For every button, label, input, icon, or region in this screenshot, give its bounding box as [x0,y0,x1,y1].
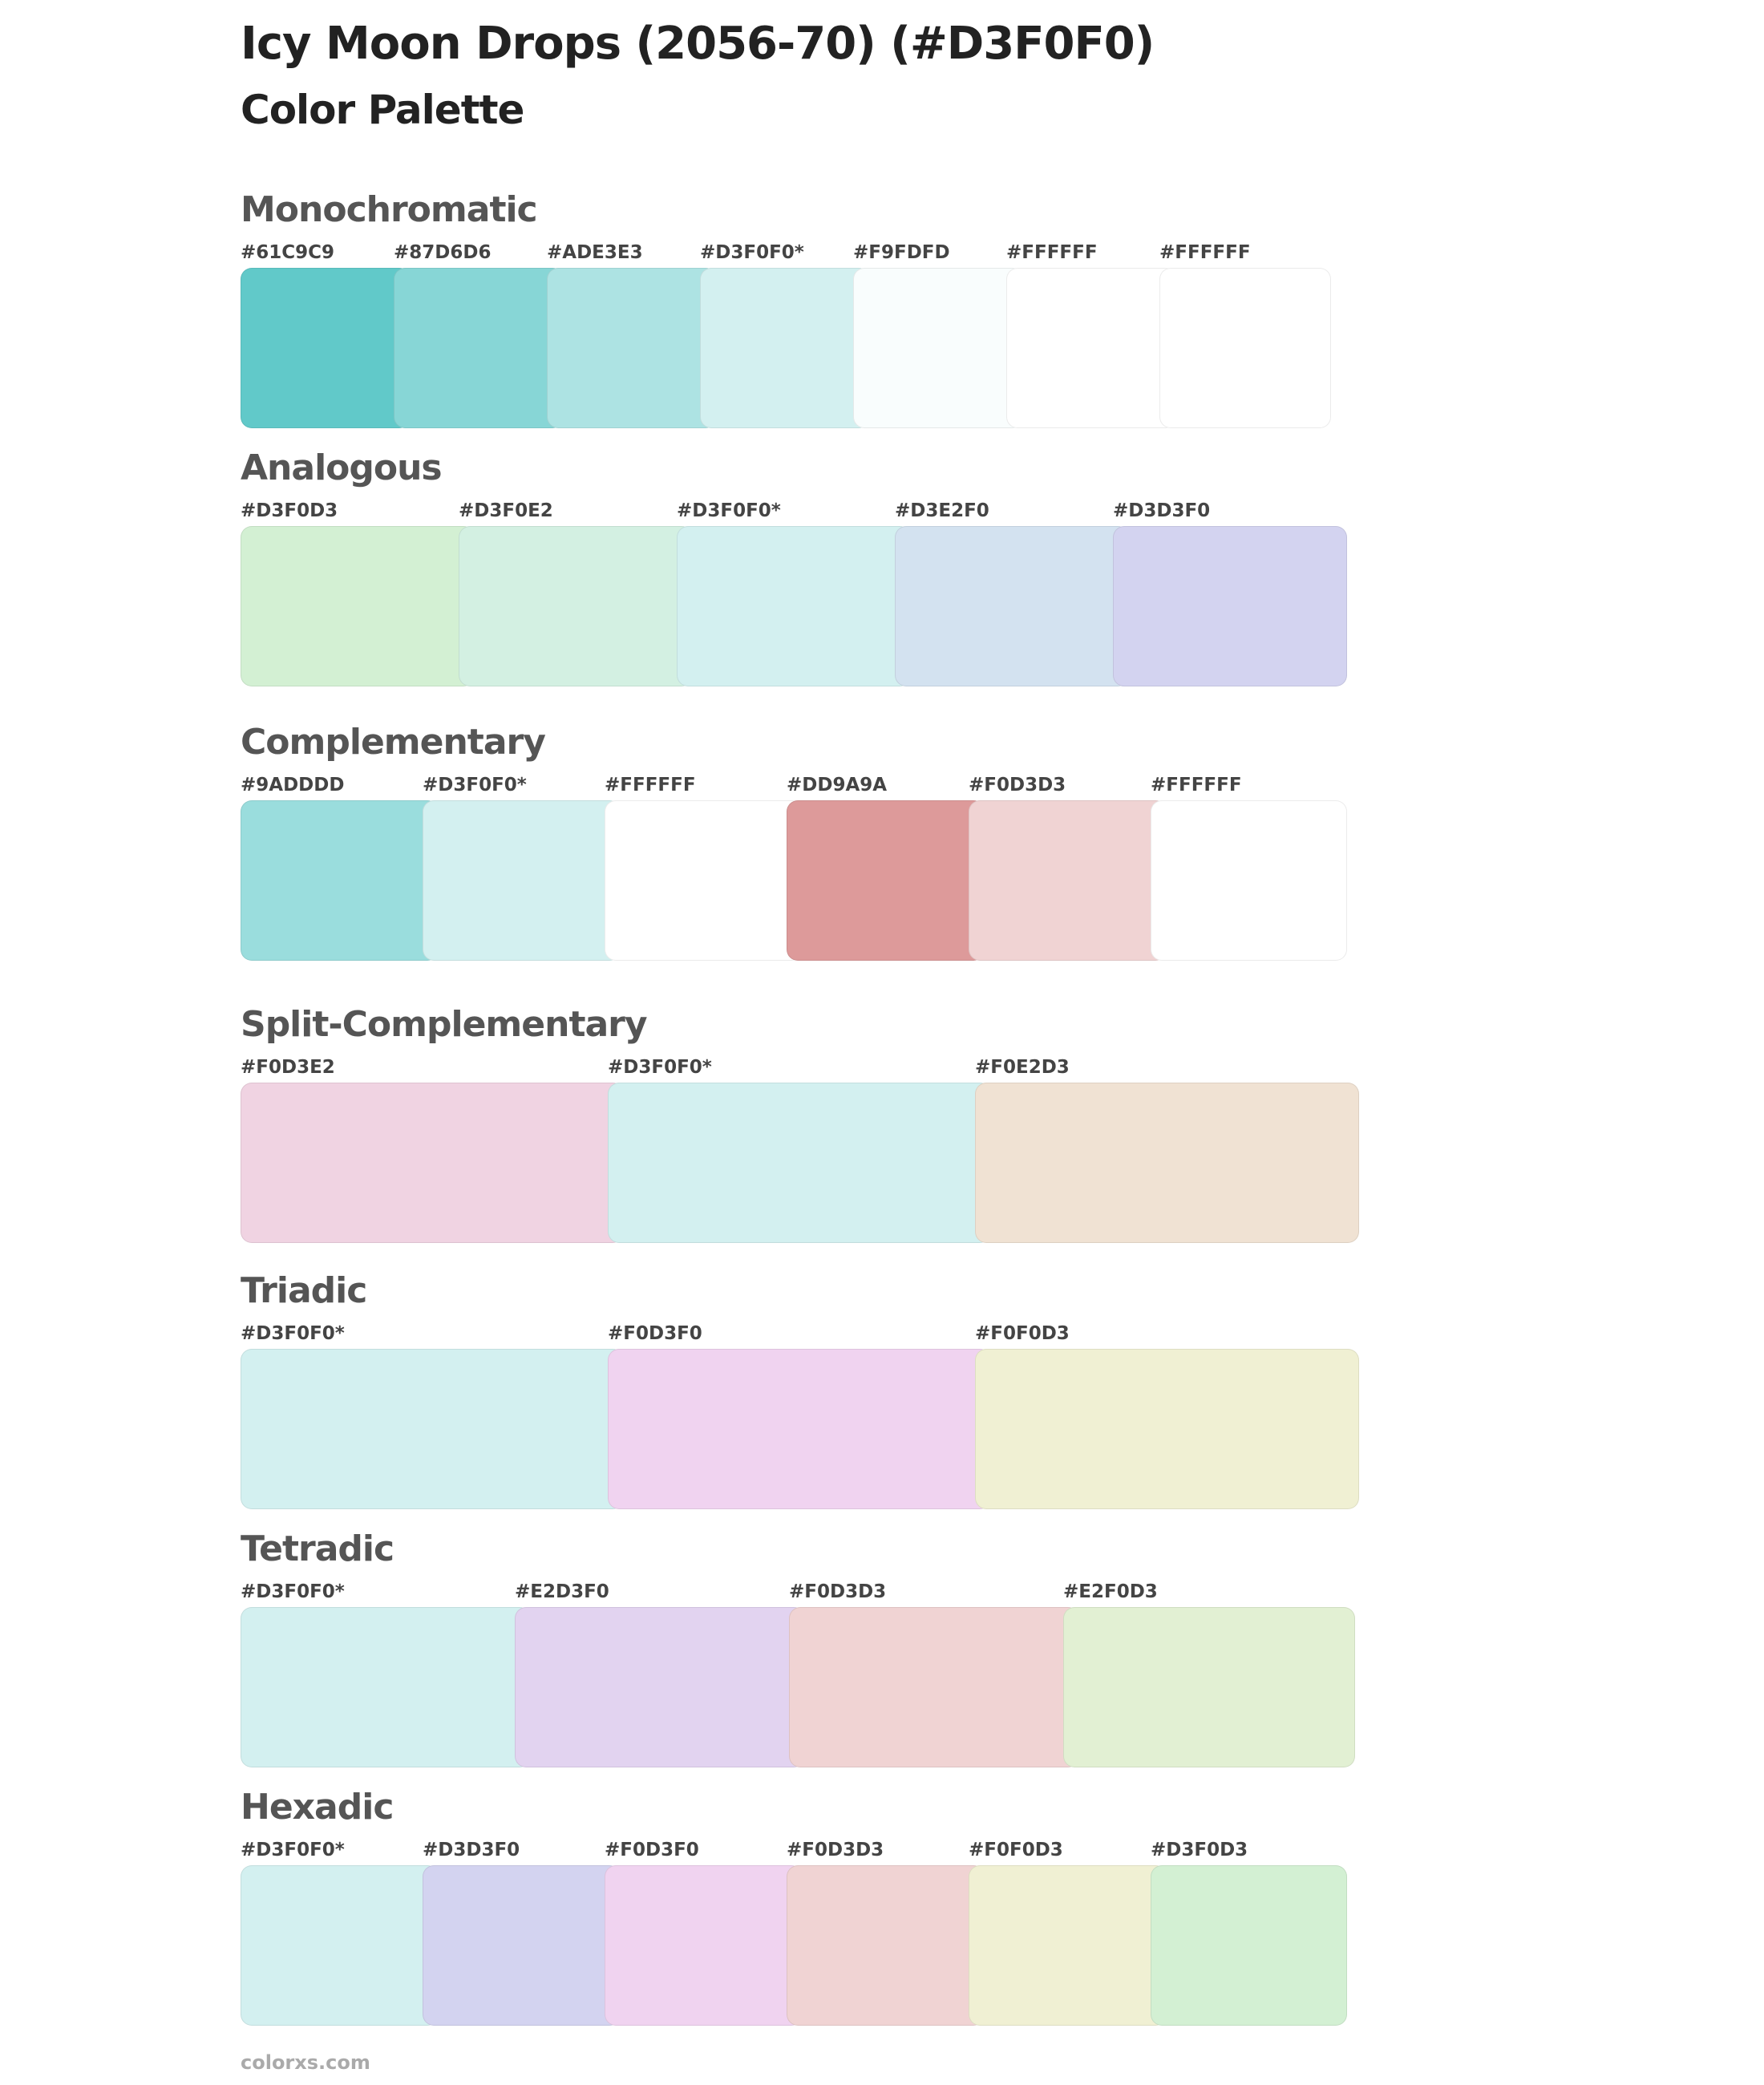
swatch-hex-label: #FFFFFF [605,775,696,796]
swatch-hex-label: #F0D3D3 [789,1581,887,1602]
section-title: Triadic [241,1270,367,1311]
swatch-hex-label: #E2F0D3 [1063,1581,1158,1602]
swatch-hex-label: #F0D3E2 [241,1057,335,1078]
swatch-hex-label: #F9FDFD [853,242,950,263]
swatch-hex-label: #F0D3F0 [608,1323,702,1344]
section-title: Split-Complementary [241,1004,648,1045]
swatch-hex-label: #D3F0F0* [608,1057,712,1078]
color-swatch[interactable] [1006,268,1176,428]
swatch-hex-label: #DD9A9A [787,775,888,796]
swatch-hex-label: #ADE3E3 [547,242,643,263]
section-title: Tetradic [241,1528,394,1569]
swatch-hex-label: #D3F0F0* [677,500,781,521]
swatch-hex-label: #F0D3D3 [787,1840,884,1860]
swatch-hex-label: #D3F0D3 [1151,1840,1248,1860]
section-title: Analogous [241,447,443,488]
swatch-hex-label: #D3F0D3 [241,500,338,521]
color-swatch[interactable] [789,1607,1079,1767]
section-title: Monochromatic [241,189,538,230]
swatch-hex-label: #D3F0F0* [700,242,804,263]
color-swatch[interactable] [787,1865,985,2026]
color-swatch[interactable] [975,1349,1359,1509]
color-swatch[interactable] [241,1349,624,1509]
color-swatch[interactable] [853,268,1023,428]
swatch-hex-label: #61C9C9 [241,242,335,263]
swatch-hex-label: #D3F0F0* [241,1581,345,1602]
color-swatch[interactable] [608,1083,991,1243]
color-swatch[interactable] [677,526,911,686]
color-swatch[interactable] [241,800,439,961]
color-swatch[interactable] [1151,800,1347,961]
swatch-hex-label: #FFFFFF [1151,775,1242,796]
color-swatch[interactable] [1063,1607,1355,1767]
swatch-hex-label: #F0E2D3 [975,1057,1070,1078]
swatch-hex-label: #D3D3F0 [1113,500,1211,521]
swatch-hex-label: #FFFFFF [1159,242,1251,263]
color-swatch[interactable] [787,800,985,961]
color-swatch[interactable] [241,526,475,686]
swatch-hex-label: #F0D3F0 [605,1840,699,1860]
color-swatch[interactable] [608,1349,991,1509]
color-swatch[interactable] [969,800,1167,961]
color-swatch[interactable] [605,1865,803,2026]
swatch-hex-label: #D3E2F0 [895,500,989,521]
swatch-hex-label: #D3F0F0* [241,1323,345,1344]
color-swatch[interactable] [515,1607,805,1767]
color-swatch[interactable] [241,1865,439,2026]
color-swatch[interactable] [1151,1865,1347,2026]
section-title: Hexadic [241,1787,394,1828]
color-swatch[interactable] [547,268,717,428]
color-swatch[interactable] [423,1865,621,2026]
swatch-hex-label: #E2D3F0 [515,1581,609,1602]
page-title: Icy Moon Drops (2056-70) (#D3F0F0) [241,18,1155,70]
footer-brand: colorxs.com [241,2051,370,2074]
color-swatch[interactable] [394,268,564,428]
color-swatch[interactable] [605,800,803,961]
color-swatch[interactable] [700,268,870,428]
swatch-hex-label: #F0F0D3 [975,1323,1070,1344]
swatch-hex-label: #F0F0D3 [969,1840,1063,1860]
color-swatch[interactable] [241,1607,531,1767]
section-title: Complementary [241,722,546,763]
color-swatch[interactable] [1113,526,1347,686]
color-swatch[interactable] [975,1083,1359,1243]
swatch-hex-label: #D3D3F0 [423,1840,520,1860]
swatch-hex-label: #F0D3D3 [969,775,1066,796]
color-swatch[interactable] [423,800,621,961]
swatch-hex-label: #D3F0E2 [459,500,553,521]
swatch-hex-label: #FFFFFF [1006,242,1098,263]
swatch-hex-label: #D3F0F0* [241,1840,345,1860]
color-swatch[interactable] [459,526,693,686]
color-swatch[interactable] [241,268,411,428]
color-swatch[interactable] [969,1865,1167,2026]
color-swatch[interactable] [1159,268,1331,428]
color-swatch[interactable] [241,1083,624,1243]
page-subtitle: Color Palette [241,87,524,133]
color-swatch[interactable] [895,526,1129,686]
swatch-hex-label: #87D6D6 [394,242,492,263]
swatch-hex-label: #9ADDDD [241,775,345,796]
swatch-hex-label: #D3F0F0* [423,775,527,796]
